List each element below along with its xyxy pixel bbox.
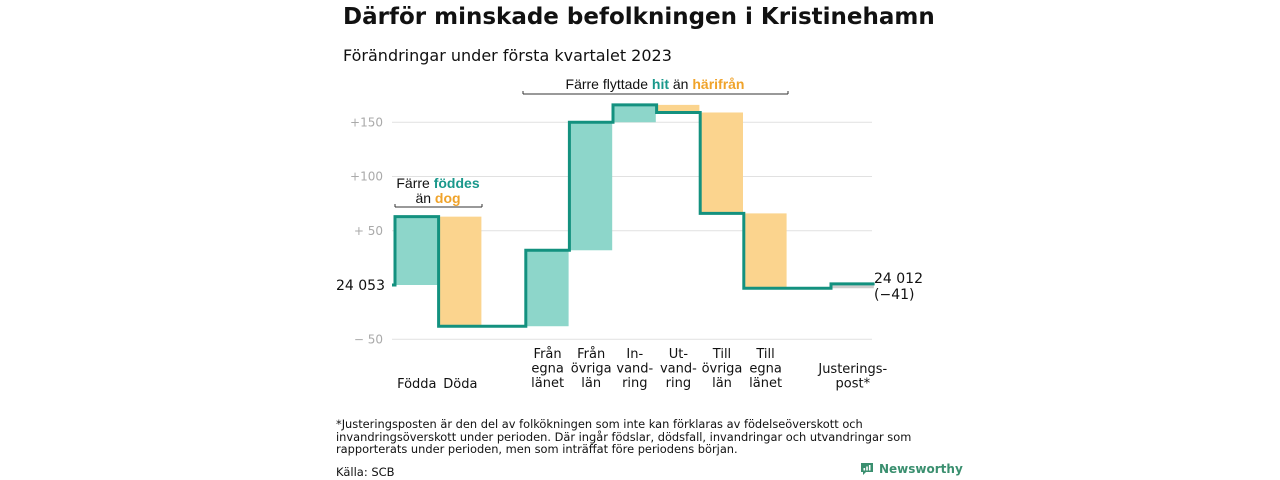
end-value-label: 24 012 — [874, 271, 923, 287]
category-label: In-vand-ring — [616, 347, 653, 391]
brand-logo[interactable]: Newsworthy — [860, 462, 963, 476]
bar — [744, 213, 787, 289]
brand-name: Newsworthy — [879, 462, 963, 476]
category-label: Födda — [397, 377, 436, 392]
bar — [701, 112, 743, 214]
category-label: Till övriga län — [702, 347, 743, 391]
category-label: Ut-vand-ring — [660, 347, 697, 391]
step-line — [392, 103, 875, 328]
end-change-label: (−41) — [874, 287, 914, 303]
annotation-migration: Färre flyttade hit än härifrån — [566, 76, 745, 92]
bars — [395, 104, 874, 327]
category-label: Döda — [443, 377, 477, 392]
category-label: Till egna länet — [749, 347, 782, 391]
start-value-label: 24 053 — [336, 278, 385, 294]
value-labels: 24 053 24 012(−41) — [336, 271, 923, 303]
chart-subtitle: Förändringar under första kvartalet 2023 — [343, 46, 672, 65]
annotation-births-deaths: Färre föddes än dog — [396, 175, 479, 206]
annotations: Färre föddes än dog Färre flyttade hit än … — [394, 76, 789, 208]
y-tick-label: − 50 — [354, 332, 383, 346]
bar — [657, 104, 700, 113]
source-label: Källa: SCB — [336, 465, 395, 479]
category-label: Justerings-post* — [817, 362, 887, 392]
newsworthy-logo-icon — [861, 463, 873, 475]
bar — [395, 216, 438, 285]
bar — [439, 216, 482, 327]
cumulative-line — [392, 103, 875, 328]
y-tick-label: +100 — [350, 170, 383, 184]
y-tick-label: + 50 — [354, 224, 383, 238]
y-tick-label: +150 — [350, 115, 383, 129]
chart-title: Därför minskade befolkningen i Kristineh… — [343, 4, 935, 30]
bar — [570, 122, 613, 251]
bar — [613, 104, 656, 123]
category-label: Från övriga län — [571, 347, 612, 391]
category-label: Från egna länet — [531, 347, 564, 391]
bar — [831, 283, 874, 289]
footnote: *Justeringsposten är den del av folkökni… — [336, 417, 912, 456]
bar — [526, 250, 569, 327]
